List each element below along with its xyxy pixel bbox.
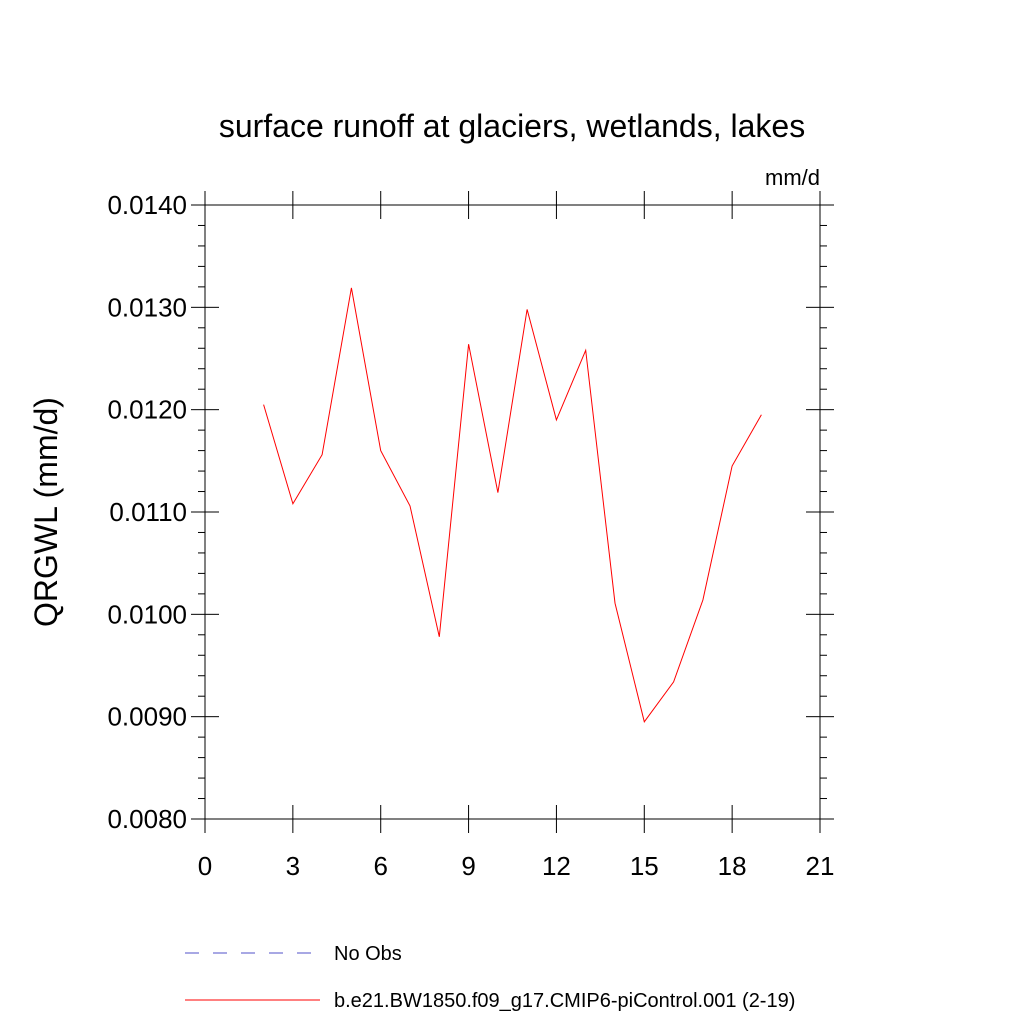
y-tick-label: 0.0110	[109, 497, 187, 527]
chart-title: surface runoff at glaciers, wetlands, la…	[219, 108, 805, 144]
x-tick-label: 12	[542, 851, 571, 881]
y-tick-label: 0.0120	[107, 395, 187, 425]
units-label: mm/d	[765, 165, 820, 190]
y-tick-label: 0.0130	[107, 292, 187, 322]
y-tick-label: 0.0100	[107, 599, 187, 629]
y-tick-label: 0.0140	[107, 190, 187, 220]
x-tick-label: 3	[286, 851, 300, 881]
x-tick-label: 0	[198, 851, 212, 881]
x-tick-label: 15	[630, 851, 659, 881]
tick-marks	[191, 191, 834, 833]
x-tick-label: 9	[461, 851, 475, 881]
legend-label-pi-control: b.e21.BW1850.f09_g17.CMIP6-piControl.001…	[334, 990, 795, 1012]
series-layer	[263, 287, 762, 723]
y-axis-label: QRGWL (mm/d)	[28, 397, 64, 627]
tick-labels: 0 3 6 9 12 15 18 21 0.0080 0.0090 0.0100 0.0110 0.01…	[107, 190, 834, 881]
plot-frame	[204, 204, 821, 820]
y-tick-label: 0.0090	[107, 702, 187, 732]
x-tick-label: 18	[718, 851, 747, 881]
x-tick-label: 21	[806, 851, 835, 881]
x-tick-label: 6	[373, 851, 387, 881]
series-line	[263, 287, 762, 723]
legend: No Obs b.e21.BW1850.f09_g17.CMIP6-piCont…	[185, 943, 795, 1012]
legend-label-no-obs: No Obs	[334, 943, 402, 965]
y-tick-label: 0.0080	[107, 804, 187, 834]
